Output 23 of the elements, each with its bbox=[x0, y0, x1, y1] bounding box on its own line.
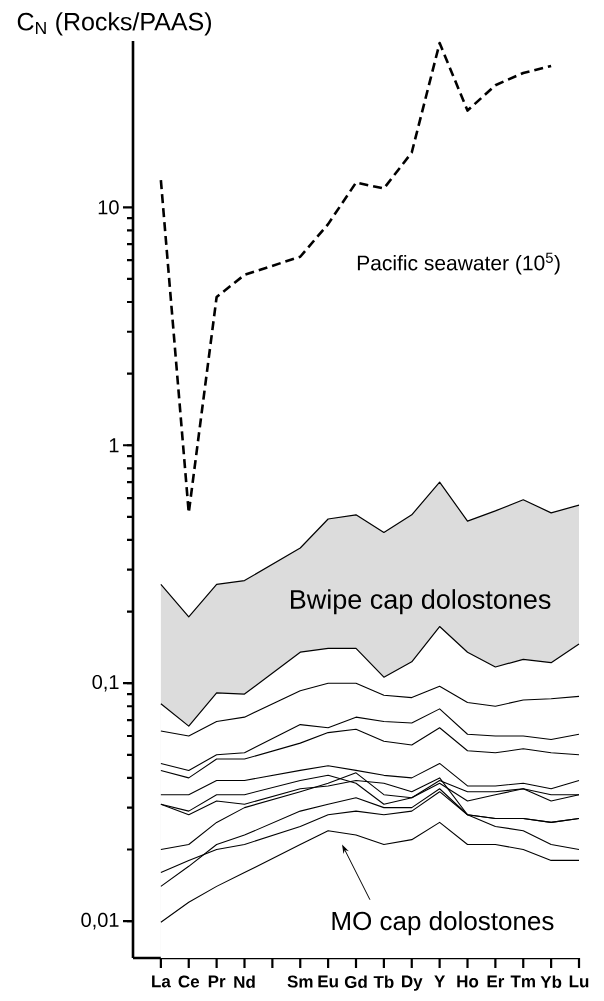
y-tick-label: 1 bbox=[109, 438, 119, 453]
x-tick-label: Sm bbox=[287, 975, 313, 988]
x-tick-label: Gd bbox=[344, 975, 367, 988]
x-tick-label: Ho bbox=[457, 975, 479, 988]
y-tick-label: 0,01 bbox=[81, 912, 119, 930]
series-label: Bwipe cap dolostones bbox=[291, 589, 551, 615]
x-tick-label: Nd bbox=[234, 975, 255, 988]
x-tick-label: Lu bbox=[569, 975, 589, 988]
x-tick-label: La bbox=[152, 975, 171, 988]
x-tick-label: Y bbox=[434, 975, 446, 988]
x-tick-label: Ce bbox=[178, 975, 200, 988]
x-tick-label: Eu bbox=[318, 975, 338, 988]
y-tick-label: 10 bbox=[98, 200, 119, 215]
y-axis-title: C$_{N}$ (Rocks/PAAS) bbox=[17, 12, 212, 36]
x-tick-label: Dy bbox=[402, 975, 423, 991]
series-label: Pacific seawater (10$^{5}$) bbox=[357, 252, 560, 275]
x-tick-label: Tb bbox=[373, 975, 394, 988]
y-tick-label: 0,1 bbox=[92, 674, 119, 692]
annotation: MO cap dolostones bbox=[332, 911, 554, 936]
x-tick-label: Er bbox=[487, 975, 505, 988]
x-tick-label: Yb bbox=[540, 975, 562, 988]
x-tick-label: Tm bbox=[510, 975, 535, 988]
x-tick-label: Pr bbox=[208, 975, 226, 988]
